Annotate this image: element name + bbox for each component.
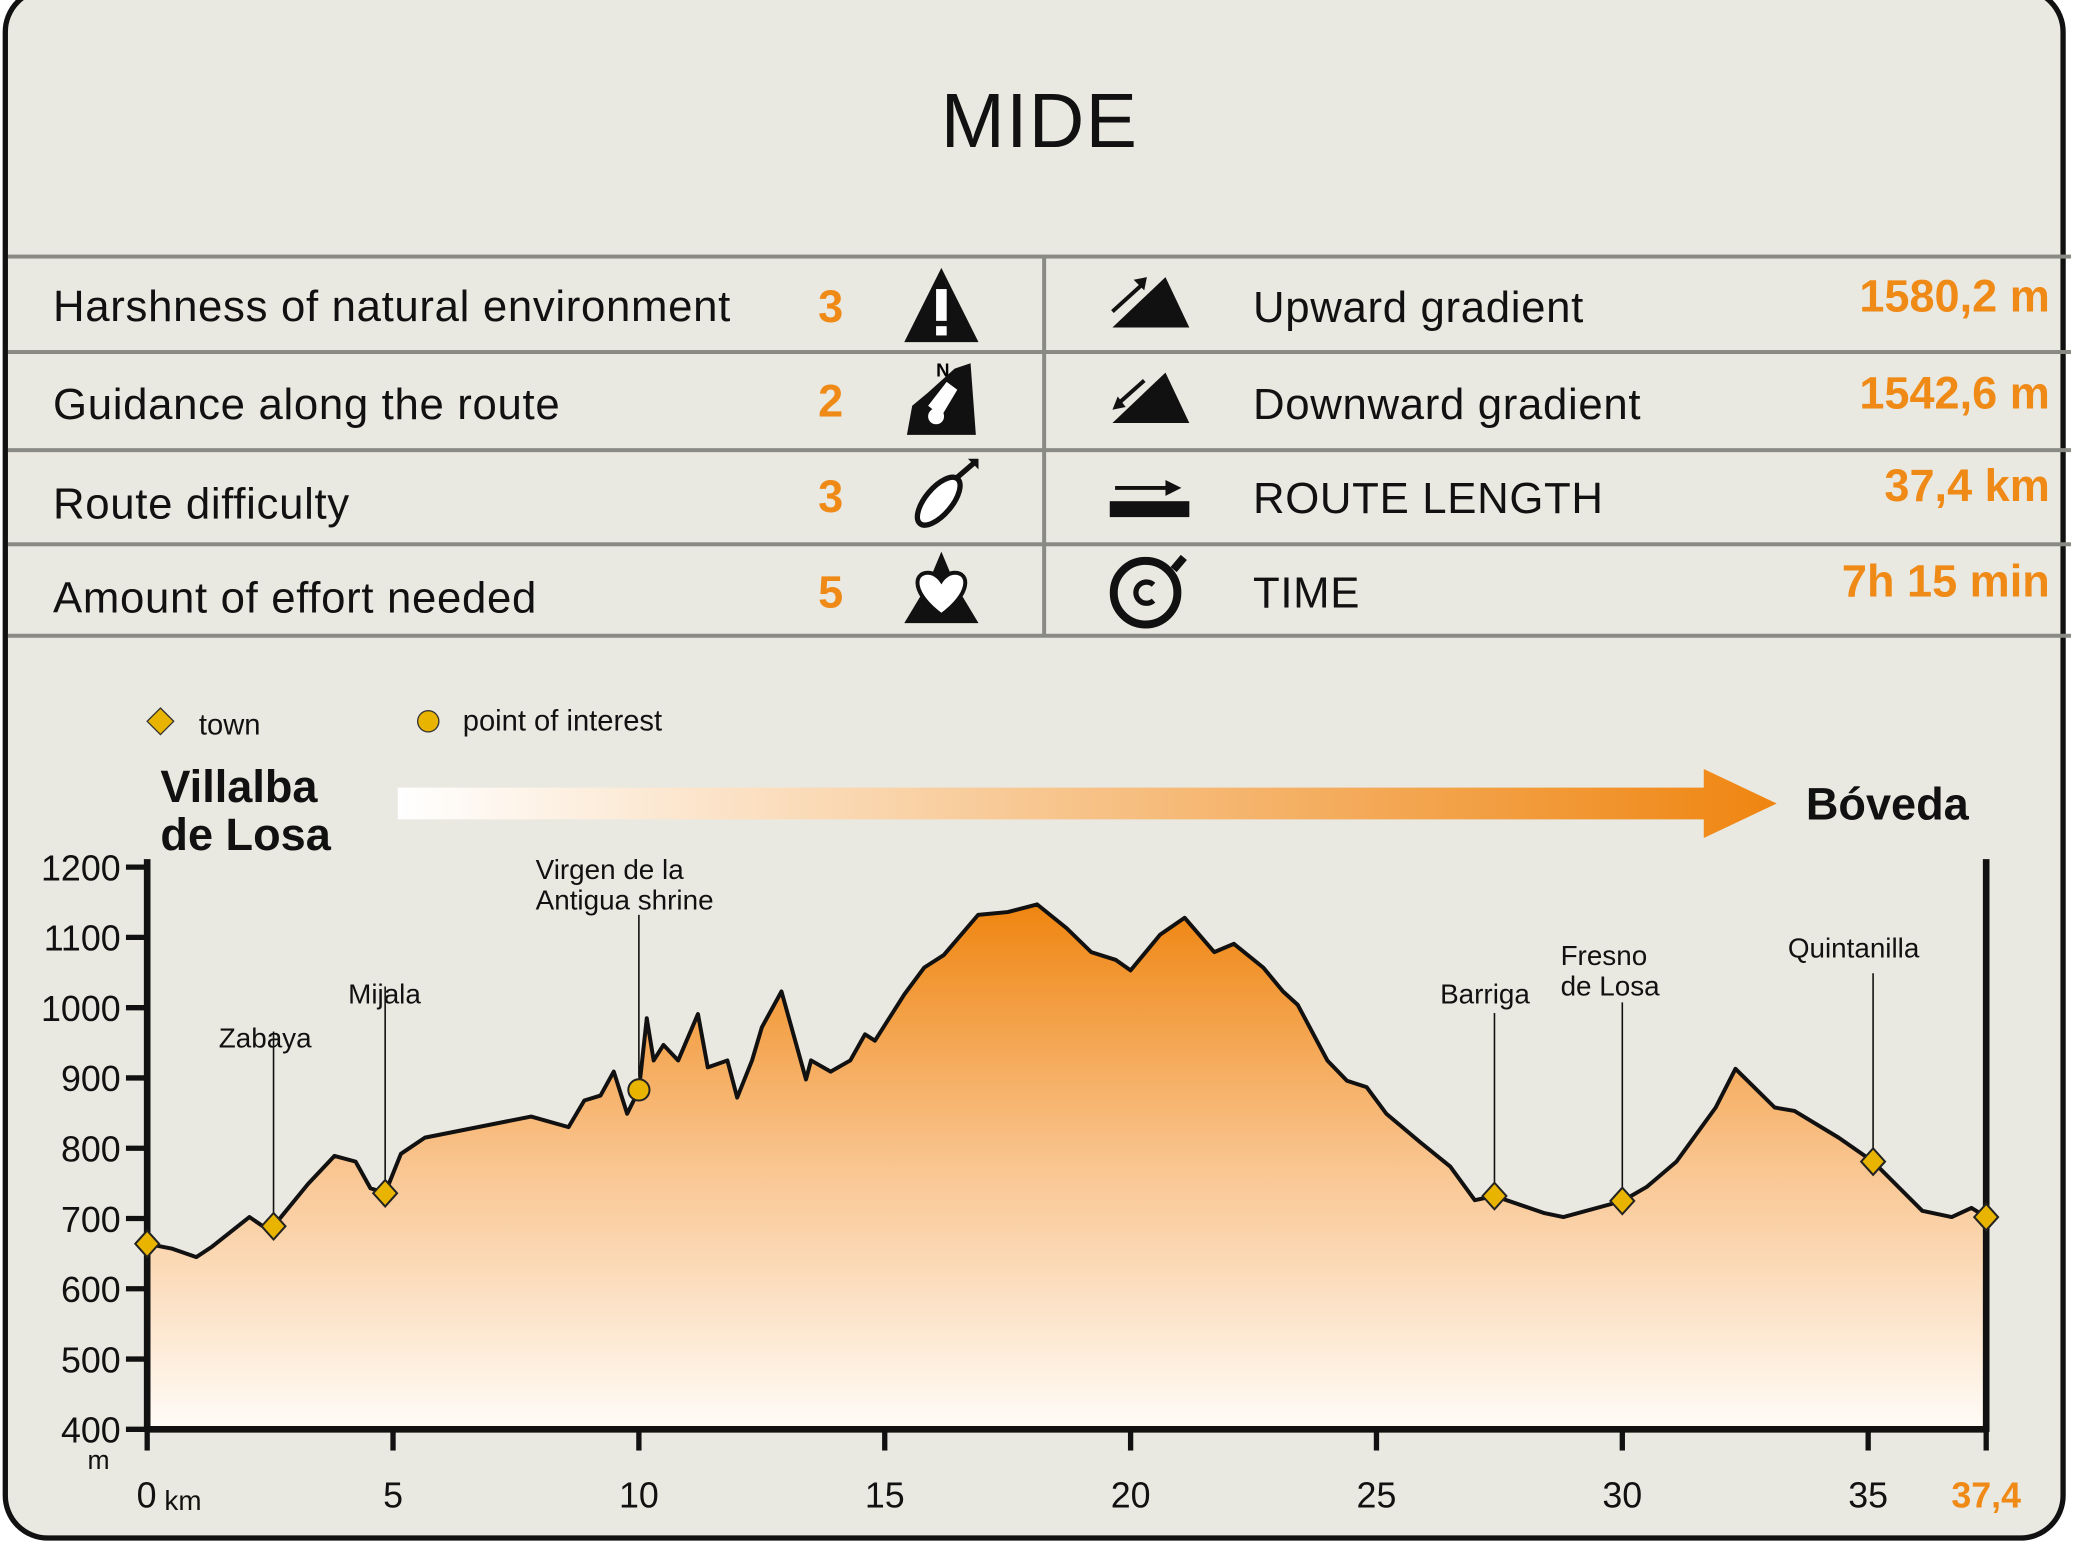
legend: town point of interest <box>146 706 662 742</box>
heart-mountain-icon <box>904 551 979 624</box>
place-label: Fresno de Losa <box>1561 940 1661 1001</box>
downward-slope-icon <box>1112 372 1190 423</box>
stat-label: TIME <box>1252 567 1361 617</box>
mide-value: 3 <box>818 282 844 333</box>
divider <box>7 254 2072 259</box>
y-tick-label: 1000 <box>41 989 121 1029</box>
stat-value: 1542,6 m <box>1859 368 2050 419</box>
x-tick-label: 15 <box>865 1476 905 1516</box>
stat-value: 37,4 km <box>1884 461 2050 512</box>
mide-label: Route difficulty <box>53 478 350 528</box>
town-marker <box>1481 1181 1508 1211</box>
page-title: MIDE <box>940 78 1139 165</box>
mide-value: 3 <box>818 472 844 523</box>
upward-slope-icon <box>1111 277 1190 328</box>
town-marker <box>133 1229 161 1259</box>
poi-marker <box>627 1078 651 1102</box>
x-tick-label: 20 <box>1111 1476 1151 1516</box>
place-label: Barriga <box>1440 979 1530 1010</box>
divider <box>7 633 2072 638</box>
x-tick-label: 5 <box>383 1476 403 1516</box>
x-tick-label: 35 <box>1848 1476 1888 1516</box>
y-tick-label: 1100 <box>44 919 121 959</box>
mide-value: 5 <box>818 567 844 618</box>
stat-value: 7h 15 min <box>1841 556 2050 608</box>
stat-label: Downward gradient <box>1252 379 1642 429</box>
town-marker <box>1859 1146 1887 1177</box>
y-tick-label: 400 <box>61 1411 121 1451</box>
legend-town-diamond-icon <box>146 707 175 736</box>
town-marker <box>1972 1202 2000 1232</box>
divider <box>7 448 2072 453</box>
town-marker <box>371 1178 399 1208</box>
y-tick-label: 500 <box>61 1340 121 1380</box>
y-tick-label: 600 <box>61 1270 121 1310</box>
y-axis-unit: m <box>88 1445 110 1475</box>
place-label: Mijala <box>348 979 421 1010</box>
stat-label: Upward gradient <box>1252 282 1584 332</box>
place-label: Zabaya <box>219 1022 312 1053</box>
y-tick-label: 800 <box>61 1129 121 1169</box>
y-tick-label: 1200 <box>41 848 121 888</box>
legend-poi-label: point of interest <box>463 706 662 738</box>
svg-text:N: N <box>936 360 949 381</box>
y-tick-label: 900 <box>61 1059 121 1099</box>
divider <box>1042 255 1047 637</box>
stat-label: ROUTE LENGTH <box>1252 473 1604 523</box>
y-tick-label: 700 <box>61 1200 121 1240</box>
divider <box>7 542 2072 547</box>
x-tick-label: 25 <box>1357 1476 1397 1516</box>
legend-poi-circle-icon <box>416 710 440 733</box>
stopwatch-icon <box>1109 554 1187 629</box>
x-tick-label: 10 <box>619 1476 659 1516</box>
x-tick-label: 30 <box>1602 1476 1642 1516</box>
mide-value: 2 <box>818 376 844 427</box>
elevation-area <box>147 904 1987 1430</box>
divider <box>7 350 2072 355</box>
stat-value: 1580,2 m <box>1859 271 2050 323</box>
elevation-line <box>146 902 1988 1260</box>
compass-map-icon: N <box>906 360 976 435</box>
end-location-label: Bóveda <box>1806 778 1970 829</box>
mide-label: Guidance along the route <box>53 379 561 429</box>
mide-label: Amount of effort needed <box>53 572 537 622</box>
x-tick-label: 0 <box>137 1476 157 1516</box>
warning-triangle-icon <box>904 267 979 343</box>
x-end-label: 37,4 <box>1951 1476 2021 1516</box>
footprint-icon <box>914 458 979 528</box>
mide-label: Harshness of natural environment <box>53 281 731 331</box>
direction-arrow <box>397 769 1777 838</box>
place-label: Virgen de la Antigua shrine <box>536 854 714 915</box>
town-marker <box>260 1211 287 1241</box>
route-length-arrow-icon <box>1109 479 1190 518</box>
legend-town-label: town <box>199 710 261 742</box>
place-label: Quintanilla <box>1788 932 1920 963</box>
town-marker <box>1609 1186 1636 1216</box>
start-location-label: Villalba de Losa <box>160 761 331 860</box>
x-axis-unit: km <box>164 1485 201 1516</box>
